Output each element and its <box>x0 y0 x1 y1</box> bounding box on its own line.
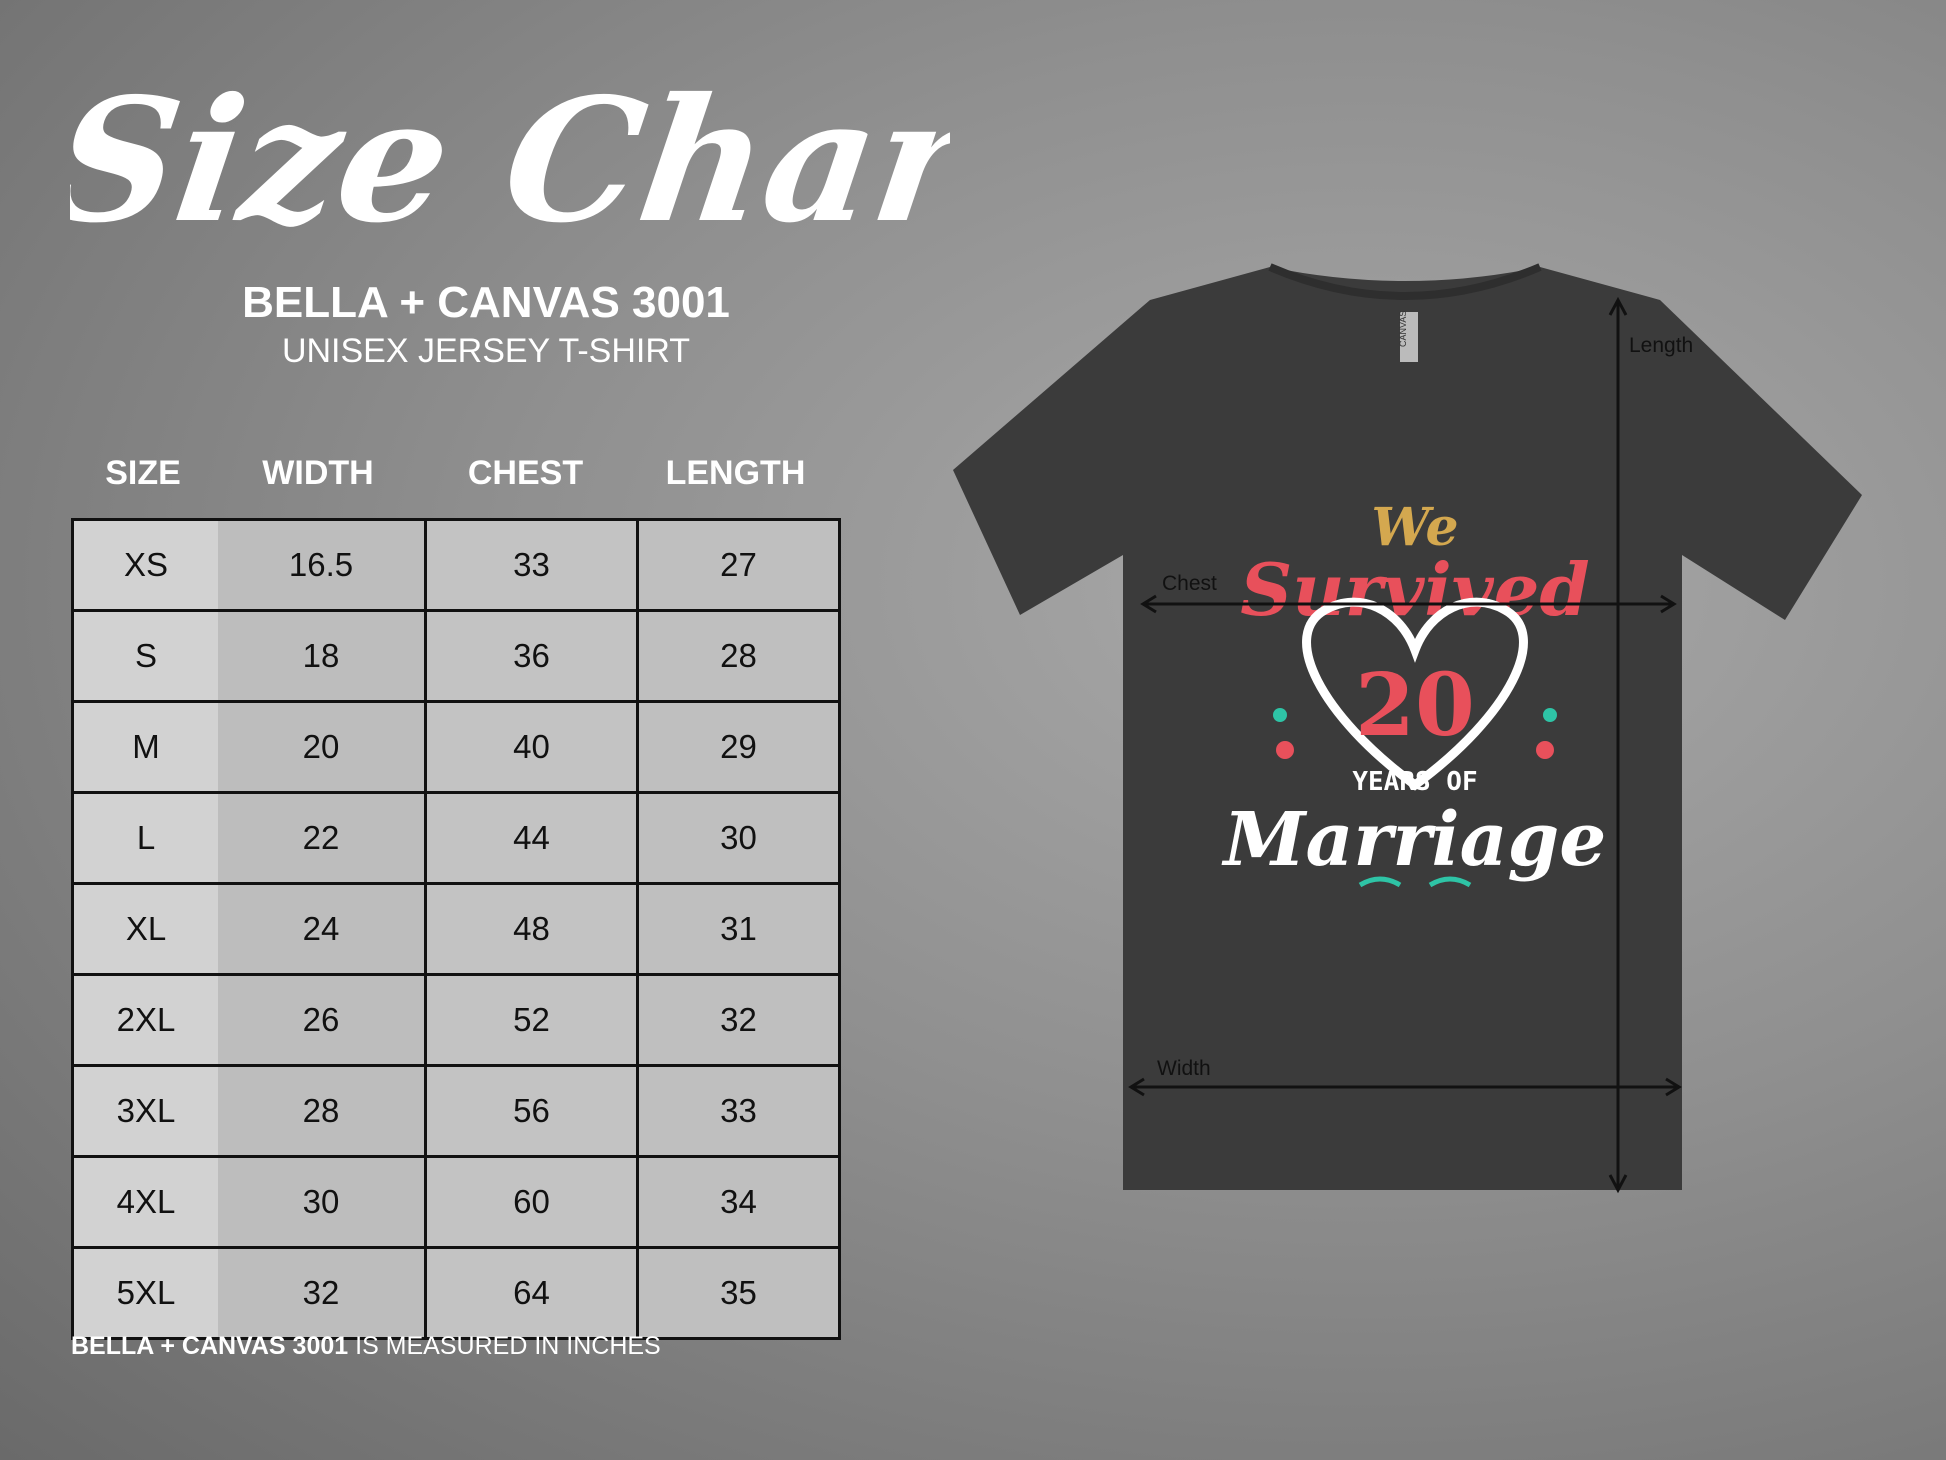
cell-size: 4XL <box>72 1155 218 1248</box>
table-row: 5XL 32 64 35 <box>72 1246 840 1339</box>
cell-length: 34 <box>637 1155 840 1248</box>
cell-length: 32 <box>637 973 840 1066</box>
svg-text:Size Chart: Size Chart <box>70 62 950 261</box>
collar <box>1268 263 1542 300</box>
cell-length: 35 <box>637 1246 840 1339</box>
svg-text:Marriage: Marriage <box>1221 797 1607 883</box>
length-label: Length <box>1629 334 1694 357</box>
cell-chest: 56 <box>425 1064 639 1157</box>
table-row: 4XL 30 60 34 <box>72 1155 840 1248</box>
table-row: S 18 36 28 <box>72 609 840 702</box>
cell-chest: 48 <box>425 882 639 975</box>
size-table: XS 16.5 33 27 S 18 36 28 M 20 40 29 L 22 44 30 XL 24 48 31 2… <box>71 518 841 1340</box>
cell-length: 29 <box>637 700 840 793</box>
svg-text:We: We <box>1371 497 1458 558</box>
cell-width: 30 <box>218 1155 427 1248</box>
cell-length: 28 <box>637 609 840 702</box>
table-row: 2XL 26 52 32 <box>72 973 840 1066</box>
cell-chest: 33 <box>425 518 639 611</box>
cell-width: 20 <box>218 700 427 793</box>
table-row: L 22 44 30 <box>72 791 840 884</box>
cell-length: 31 <box>637 882 840 975</box>
cell-length: 30 <box>637 791 840 884</box>
note-brand: BELLA + CANVAS 3001 <box>71 1332 349 1360</box>
measurement-arrows <box>1128 296 1682 1194</box>
chest-label: Chest <box>1162 572 1217 595</box>
tshirt-image: CANVAS We Survived 20 YEARS OF Marriage <box>953 263 1862 1194</box>
svg-text:Survived: Survived <box>1240 547 1589 632</box>
cell-length: 33 <box>637 1064 840 1157</box>
print-design: We Survived 20 YEARS OF Marriage <box>1221 497 1607 888</box>
cell-size: XS <box>72 518 218 611</box>
svg-text:YEARS OF: YEARS OF <box>1352 767 1477 797</box>
note-text: IS MEASURED IN INCHES <box>348 1332 661 1360</box>
cell-size: 5XL <box>72 1246 218 1339</box>
cell-width: 18 <box>218 609 427 702</box>
product-model: UNISEX JERSEY T-SHIRT <box>281 332 691 370</box>
cell-size: L <box>72 791 218 884</box>
brand-name: BELLA + CANVAS 3001 <box>242 278 730 327</box>
column-header-chest: CHEST <box>467 454 584 492</box>
column-header-size: SIZE <box>105 454 181 492</box>
tshirt-body <box>953 267 1862 1190</box>
svg-text:20: 20 <box>1355 655 1475 756</box>
table-row: 3XL 28 56 33 <box>72 1064 840 1157</box>
cell-width: 22 <box>218 791 427 884</box>
cell-size: S <box>72 609 218 702</box>
cell-width: 32 <box>218 1246 427 1339</box>
size-chart-title: Size Chart <box>70 62 950 261</box>
tag-text: CANVAS <box>1398 311 1408 347</box>
cell-chest: 60 <box>425 1155 639 1248</box>
cell-size: XL <box>72 882 218 975</box>
cell-chest: 52 <box>425 973 639 1066</box>
column-header-length: LENGTH <box>665 454 806 492</box>
column-header-width: WIDTH <box>262 454 374 492</box>
neck-tag <box>1400 312 1418 362</box>
table-row: XS 16.5 33 27 <box>72 518 840 611</box>
cell-width: 28 <box>218 1064 427 1157</box>
cell-chest: 64 <box>425 1246 639 1339</box>
cell-size: M <box>72 700 218 793</box>
table-row: M 20 40 29 <box>72 700 840 793</box>
cell-chest: 44 <box>425 791 639 884</box>
cell-chest: 40 <box>425 700 639 793</box>
measurement-note: BELLA + CANVAS 3001 IS MEASURED IN INCHE… <box>71 1332 661 1361</box>
table-row: XL 24 48 31 <box>72 882 840 975</box>
cell-width: 26 <box>218 973 427 1066</box>
cell-width: 16.5 <box>218 518 427 611</box>
width-label: Width <box>1157 1057 1211 1080</box>
cell-size: 2XL <box>72 973 218 1066</box>
cell-size: 3XL <box>72 1064 218 1157</box>
cell-length: 27 <box>637 518 840 611</box>
cell-chest: 36 <box>425 609 639 702</box>
cell-width: 24 <box>218 882 427 975</box>
